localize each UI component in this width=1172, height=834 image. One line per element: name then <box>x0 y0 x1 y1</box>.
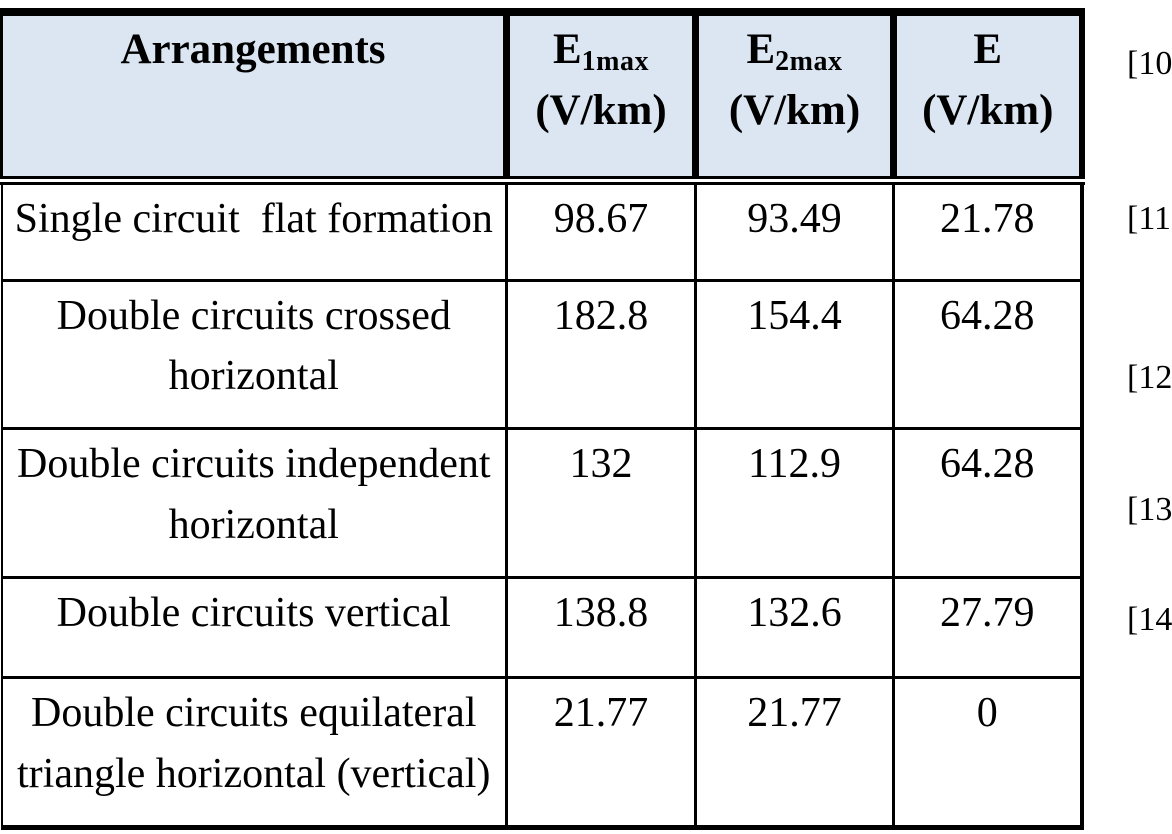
results-table-section: Arrangements E1max (V/km) E2max (V/km) E… <box>0 8 1085 831</box>
e1max-value: 21.77 <box>505 676 697 831</box>
e2max-value: 21.77 <box>694 676 895 831</box>
e-value: 27.79 <box>892 576 1084 680</box>
e2max-value: 154.4 <box>694 278 895 431</box>
page-margin-references: [10 [11 [12 [13 [14 <box>1127 0 1172 834</box>
margin-reference: [10 <box>1127 45 1172 82</box>
column-header-e2max: E2max (V/km) <box>692 8 897 185</box>
table-row: Double circuits equilateral triangle hor… <box>0 676 1084 831</box>
subscript: 1max <box>581 46 649 77</box>
margin-reference: [12 <box>1127 359 1172 396</box>
e1max-value: 132 <box>505 427 697 580</box>
column-header-e1max: E1max (V/km) <box>503 8 699 185</box>
column-symbol: E1max <box>552 26 649 77</box>
e2max-value: 112.9 <box>694 427 895 580</box>
column-header-arrangements: Arrangements <box>0 8 510 185</box>
e-value: 21.78 <box>892 178 1084 282</box>
e1max-value: 182.8 <box>505 278 697 431</box>
margin-reference: [14 <box>1127 601 1172 638</box>
column-header-label: Arrangements <box>120 26 386 73</box>
e2max-value: 93.49 <box>694 178 895 282</box>
e-value: 0 <box>892 676 1084 831</box>
table-row: Double circuits crossed horizontal 182.8… <box>0 278 1084 431</box>
arrangement-cell: Single circuit flat formation <box>0 178 508 282</box>
e1max-value: 138.8 <box>505 576 697 680</box>
table-header-row: Arrangements E1max (V/km) E2max (V/km) E… <box>0 8 1085 185</box>
column-symbol: E2max <box>746 26 843 77</box>
e2max-value: 132.6 <box>694 576 895 680</box>
e-value: 64.28 <box>892 427 1084 580</box>
column-header-e: E (V/km) <box>890 8 1085 185</box>
table-row: Double circuits vertical 138.8 132.6 27.… <box>0 576 1084 680</box>
arrangement-cell: Double circuits crossed horizontal <box>0 278 508 431</box>
e1max-value: 98.67 <box>505 178 697 282</box>
e-value: 64.28 <box>892 278 1084 431</box>
arrangement-cell: Double circuits vertical <box>0 576 508 680</box>
arrangement-cell: Double circuits equilateral triangle hor… <box>0 676 508 831</box>
column-symbol: E <box>973 26 1003 73</box>
table-row: Single circuit flat formation 98.67 93.4… <box>0 178 1084 282</box>
margin-reference: [11 <box>1127 200 1172 237</box>
margin-reference: [13 <box>1127 491 1172 528</box>
arrangements-field-table: Arrangements E1max (V/km) E2max (V/km) E… <box>0 8 1085 831</box>
column-unit: (V/km) <box>535 87 667 135</box>
subscript: 2max <box>775 46 843 77</box>
column-unit: (V/km) <box>728 87 861 135</box>
arrangement-cell: Double circuits independent horizontal <box>0 427 508 580</box>
column-unit: (V/km) <box>922 87 1054 135</box>
table-row: Double circuits independent horizontal 1… <box>0 427 1084 580</box>
